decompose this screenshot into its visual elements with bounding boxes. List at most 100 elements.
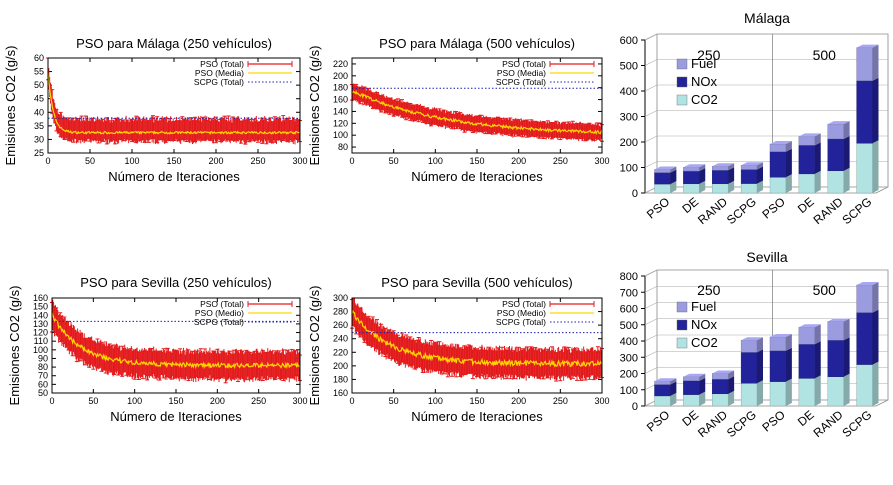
bar-top [798, 133, 821, 137]
plot-walls [644, 33, 889, 194]
bar-side [785, 174, 792, 193]
y-tick-label: 60 [38, 379, 48, 389]
y-tick-label: 70 [38, 371, 48, 381]
y-tick-label: 400 [620, 336, 638, 348]
line-chart-3: PSO para Sevilla (250 vehículos) Número d… [7, 275, 308, 424]
x-tick-label: 50 [389, 156, 399, 166]
bar-segment [683, 376, 700, 382]
category-label: SCPG [724, 195, 759, 228]
bar-side [872, 281, 879, 313]
y-tick-label: 110 [34, 336, 48, 346]
x-tick-label: 0 [45, 156, 50, 166]
line-chart-2: PSO para Málaga (500 vehículos) Número de… [307, 36, 610, 184]
bar-side [843, 337, 850, 377]
bar-segment [798, 378, 815, 407]
bar-side [785, 333, 792, 351]
category-label: SCPG [839, 408, 874, 441]
bar-side [843, 135, 850, 171]
x-tick-label: 200 [511, 156, 526, 166]
category-label: SCPG [839, 195, 874, 228]
bar-segment [712, 393, 729, 407]
bar-side [872, 309, 879, 365]
bar-side [785, 148, 792, 178]
chart-title: Málaga [744, 10, 790, 26]
legend: Fuel NOx CO2 [676, 299, 718, 350]
legend-label: NOx [691, 317, 718, 332]
legend-label: Fuel [691, 299, 716, 314]
gridline [644, 161, 658, 168]
bar-segment [769, 151, 787, 178]
bar-side [757, 166, 764, 184]
y-tick-label: 200 [620, 369, 638, 381]
legend-label: CO2 [691, 335, 718, 350]
bar-side [670, 392, 677, 406]
x-tick-label: 50 [85, 156, 95, 166]
bar-side [814, 170, 821, 193]
category-label: RAND [695, 407, 730, 440]
x-tick-label: 0 [349, 396, 354, 406]
legend-label: PSO (Medio) [497, 308, 546, 318]
legend-label: PSO (Total) [502, 59, 546, 69]
plot-floor [645, 399, 889, 407]
legend-label: SCPG (Total) [194, 77, 244, 87]
legend: PSO (Total)PSO (Medio)SCPG (Total) [194, 299, 293, 327]
y-tick-label: 60 [34, 53, 44, 63]
x-tick-label: 200 [210, 396, 225, 406]
bar-segment [856, 143, 873, 194]
bar-side [670, 166, 677, 173]
series-total [50, 299, 302, 384]
y-tick-label: 500 [620, 61, 638, 73]
x-tick-label: 200 [208, 156, 223, 166]
y-tick-label: 200 [620, 137, 638, 149]
legend-label: PSO (Media) [195, 68, 244, 78]
y-axis-label: Emisiones CO2 (g/s) [307, 286, 322, 406]
bar-segment [769, 143, 787, 152]
x-tick-label: 150 [166, 156, 181, 166]
bar-top [856, 44, 879, 48]
bar-side [757, 162, 764, 170]
bar-segment [740, 169, 758, 184]
bar-side [728, 370, 735, 380]
x-tick-label: 250 [250, 156, 265, 166]
y-tick-label: 130 [33, 319, 48, 329]
plot-frame [351, 297, 603, 394]
chart-title: Sevilla [746, 249, 787, 265]
bar-segment [654, 395, 671, 407]
x-tick-label: 50 [88, 396, 98, 406]
bar-side [785, 347, 792, 382]
series-mean [47, 72, 301, 136]
group-label: 500 [813, 47, 837, 63]
bar-segment [798, 326, 815, 345]
gridline [644, 285, 658, 293]
x-axis-label: Número de Iteraciones [411, 169, 543, 184]
bar-segment [798, 136, 815, 146]
bar-segment [654, 381, 671, 385]
gridline [644, 367, 658, 374]
bar-side [814, 133, 821, 146]
bar-segment [712, 378, 729, 395]
y-tick-label: 700 [620, 287, 638, 299]
bar-side [728, 390, 735, 406]
legend-swatch [676, 337, 688, 349]
bar-top [827, 318, 850, 322]
bar-segment [683, 183, 700, 194]
bar-segment [827, 376, 844, 407]
bar-top [769, 141, 792, 145]
y-tick-label: 180 [333, 374, 348, 384]
gridline [644, 318, 658, 326]
bar-side [843, 373, 850, 406]
y-tick-label: 80 [338, 142, 348, 152]
x-axis-label: Número de Iteraciones [108, 169, 240, 184]
series-mean [51, 312, 301, 370]
bar-side [843, 167, 850, 193]
bar-side [728, 376, 735, 394]
x-tick-label: 100 [428, 396, 443, 406]
bar-side [843, 318, 850, 341]
x-tick-label: 150 [469, 156, 484, 166]
y-tick-label: 100 [620, 385, 638, 397]
y-tick-label: 180 [333, 83, 348, 93]
bar-segment [740, 352, 758, 384]
chart-title: PSO para Málaga (500 vehículos) [379, 36, 575, 51]
gridline [644, 135, 658, 143]
